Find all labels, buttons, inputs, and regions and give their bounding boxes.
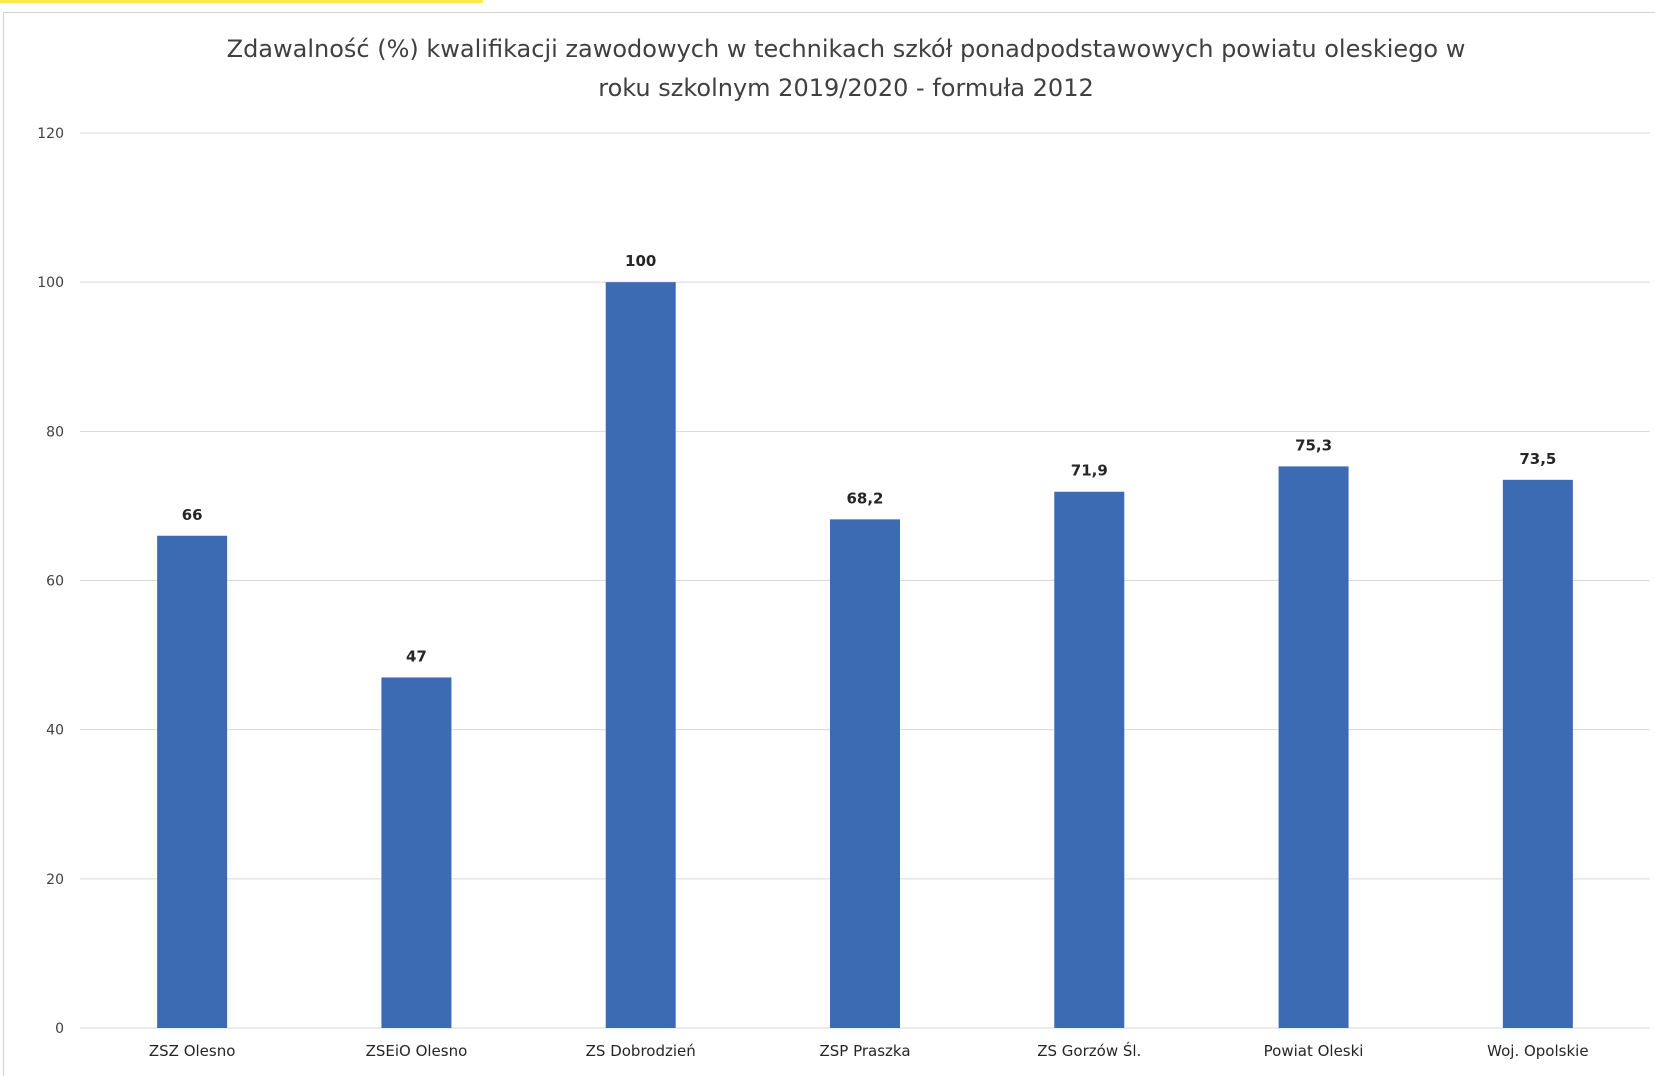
bar [1054, 491, 1125, 1028]
bar [605, 282, 676, 1029]
y-tick-label: 120 [37, 126, 64, 142]
chart-title-line-2: roku szkolnym 2019/2020 - formuła 2012 [598, 74, 1094, 102]
bar [1502, 479, 1573, 1028]
chart-title: Zdawalność (%) kwalifikacji zawodowych w… [227, 35, 1466, 102]
y-tick-label: 60 [46, 574, 64, 590]
data-label: 71,9 [1071, 462, 1108, 480]
data-label: 73,5 [1519, 450, 1556, 468]
bar-series [157, 282, 1573, 1029]
y-tick-label: 20 [46, 872, 64, 888]
y-tick-label: 100 [37, 275, 64, 291]
data-label: 47 [406, 647, 427, 665]
x-tick-label: Powiat Oleski [1264, 1042, 1364, 1060]
bar [830, 519, 900, 1028]
data-label: 66 [182, 506, 203, 524]
chart-title-line-1: Zdawalność (%) kwalifikacji zawodowych w… [227, 35, 1466, 63]
data-label: 100 [625, 252, 656, 270]
data-label: 68,2 [846, 489, 883, 507]
data-label: 75,3 [1295, 436, 1332, 454]
chart-border [3, 12, 1655, 1076]
x-tick-label: ZS Dobrodzień [586, 1042, 696, 1060]
y-tick-label: 80 [46, 424, 64, 440]
x-axis: ZSZ Olesno ZSEiO Olesno ZS Dobrodzień ZSP P… [149, 1041, 1589, 1060]
x-tick-label: ZSP Praszka [819, 1042, 910, 1060]
highlight-strip [0, 0, 483, 3]
y-tick-label: 0 [55, 1021, 64, 1037]
x-tick-label: Woj. Opolskie [1487, 1042, 1588, 1060]
data-labels: 66 47 100 68,2 71,9 75,3 73,5 [182, 252, 1557, 665]
x-tick-label: ZSZ Olesno [149, 1042, 236, 1060]
x-tick-label: ZSEiO Olesno [366, 1042, 468, 1060]
bar [157, 535, 228, 1028]
bar [381, 677, 452, 1028]
y-axis: 0 20 40 60 80 100 120 [37, 126, 64, 1037]
bar [1278, 466, 1349, 1028]
x-tick-label: ZS Gorzów Śl. [1037, 1041, 1141, 1060]
y-tick-label: 40 [46, 723, 64, 739]
